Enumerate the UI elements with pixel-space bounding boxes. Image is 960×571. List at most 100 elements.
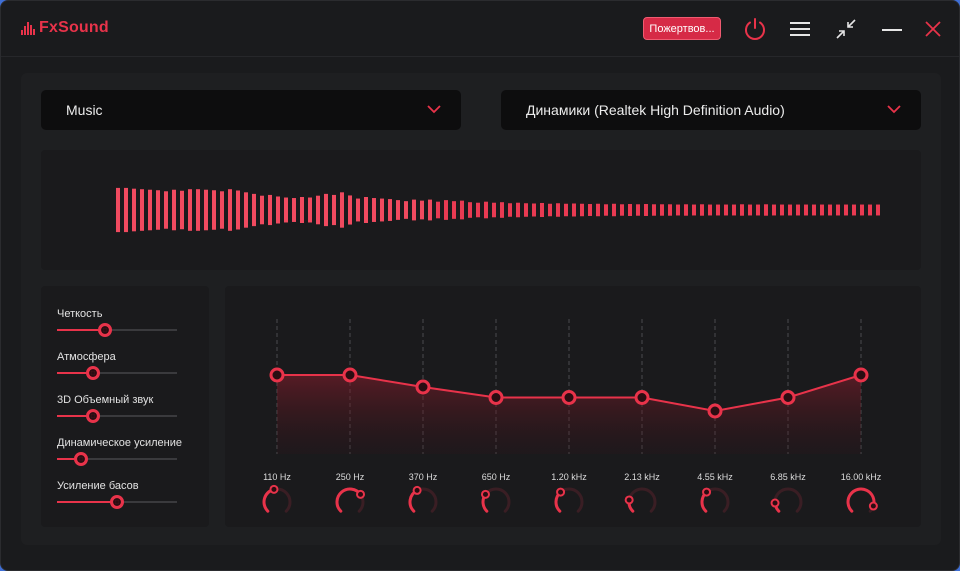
close-icon xyxy=(925,21,941,37)
spectrum-bar xyxy=(668,204,672,216)
spectrum-bar xyxy=(412,199,416,221)
effect-slider-track[interactable] xyxy=(57,366,177,380)
eq-band-handle[interactable] xyxy=(488,390,504,405)
donate-button[interactable]: Пожертвов... xyxy=(643,17,721,40)
effect-label: 3D Объемный звук xyxy=(57,394,154,406)
spectrum-visualizer xyxy=(41,150,921,270)
eq-band-handle[interactable] xyxy=(415,379,431,395)
spectrum-bar xyxy=(204,189,208,231)
spectrum-bar xyxy=(356,198,360,222)
spectrum-bar xyxy=(588,204,592,216)
spectrum-bar xyxy=(716,204,720,216)
minimize-view-icon xyxy=(836,19,856,39)
chevron-down-icon xyxy=(427,105,441,114)
effect-slider-fill xyxy=(57,415,93,417)
eq-frequency-label: 16.00 kHz xyxy=(840,472,882,482)
eq-knob[interactable] xyxy=(556,487,566,497)
effect-slider-handle[interactable] xyxy=(86,366,100,380)
eq-band-handle[interactable] xyxy=(269,367,285,383)
spectrum-bar xyxy=(532,203,536,217)
spectrum-bar xyxy=(212,190,216,230)
eq-frequency-label: 650 Hz xyxy=(481,472,511,482)
spectrum-bar xyxy=(228,189,232,231)
effect-slider-item: Четкость xyxy=(57,308,177,337)
eq-knob[interactable] xyxy=(702,487,712,497)
spectrum-bar xyxy=(340,192,344,228)
spectrum-bar xyxy=(572,203,576,217)
effect-slider-item: 3D Объемный звук xyxy=(57,394,177,423)
eq-band-handle[interactable] xyxy=(853,367,869,383)
spectrum-bar xyxy=(796,204,800,216)
effect-slider-handle[interactable] xyxy=(86,409,100,423)
spectrum-bar xyxy=(180,190,184,230)
effect-slider-track[interactable] xyxy=(57,323,177,337)
effect-slider-handle[interactable] xyxy=(98,323,112,337)
spectrum-bar xyxy=(380,198,384,222)
spectrum-bar xyxy=(428,199,432,221)
spectrum-bar xyxy=(460,200,464,220)
spectrum-bar xyxy=(308,197,312,223)
spectrum-bar xyxy=(132,188,136,232)
compact-view-button[interactable] xyxy=(832,15,860,43)
spectrum-bar xyxy=(252,193,256,227)
spectrum-bar xyxy=(708,204,712,216)
spectrum-bar xyxy=(348,195,352,225)
eq-knob[interactable] xyxy=(269,484,279,494)
spectrum-bar xyxy=(244,192,248,228)
effect-slider-item: Атмосфера xyxy=(57,351,177,380)
eq-band-handle[interactable] xyxy=(634,390,650,405)
effect-slider-track[interactable] xyxy=(57,452,177,466)
spectrum-bar xyxy=(684,204,688,216)
eq-knob[interactable] xyxy=(770,498,780,508)
spectrum-bar xyxy=(756,204,760,216)
spectrum-bar xyxy=(628,204,632,216)
eq-frequency-label: 4.55 kHz xyxy=(697,472,733,482)
spectrum-bar xyxy=(548,203,552,217)
spectrum-bar xyxy=(868,204,872,216)
effect-slider-handle[interactable] xyxy=(110,495,124,509)
equalizer-graph xyxy=(262,319,878,513)
minimize-icon xyxy=(882,29,902,31)
eq-knob[interactable] xyxy=(412,485,422,495)
eq-frequency-label: 370 Hz xyxy=(408,472,438,482)
spectrum-bar xyxy=(492,202,496,218)
eq-band-handle[interactable] xyxy=(561,390,577,405)
spectrum-bar xyxy=(476,202,480,218)
spectrum-bar xyxy=(188,189,192,231)
spectrum-bar xyxy=(644,204,648,216)
spectrum-bar xyxy=(772,204,776,216)
spectrum-bar xyxy=(292,198,296,222)
spectrum-bar xyxy=(580,203,584,217)
effect-slider-track[interactable] xyxy=(57,495,177,509)
menu-button[interactable] xyxy=(786,15,814,43)
spectrum-bar xyxy=(596,203,600,217)
close-button[interactable] xyxy=(919,15,947,43)
power-button[interactable] xyxy=(741,15,769,43)
eq-knob[interactable] xyxy=(480,489,490,499)
eq-knob[interactable] xyxy=(624,495,634,505)
minimize-button[interactable] xyxy=(878,15,906,43)
spectrum-bar xyxy=(236,190,240,230)
spectrum-bar xyxy=(732,204,736,216)
eq-knob[interactable] xyxy=(868,501,878,511)
chevron-down-icon xyxy=(887,105,901,114)
effect-slider-track[interactable] xyxy=(57,409,177,423)
spectrum-bar xyxy=(156,190,160,230)
spectrum-bar xyxy=(468,202,472,218)
spectrum-bar xyxy=(140,189,144,231)
eq-band-handle[interactable] xyxy=(342,367,358,383)
output-device-dropdown[interactable]: Динамики (Realtek High Definition Audio) xyxy=(501,90,921,130)
spectrum-bar xyxy=(604,204,608,216)
spectrum-bar xyxy=(700,204,704,216)
spectrum-bar xyxy=(876,204,880,216)
spectrum-bar xyxy=(860,204,864,216)
spectrum-bar xyxy=(420,200,424,220)
eq-knob[interactable] xyxy=(356,489,366,499)
effect-slider-handle[interactable] xyxy=(74,452,88,466)
eq-band-handle[interactable] xyxy=(707,403,723,419)
spectrum-bar xyxy=(828,204,832,216)
spectrum-bar xyxy=(500,202,504,218)
preset-dropdown[interactable]: Music xyxy=(41,90,461,130)
eq-band-handle[interactable] xyxy=(780,390,796,405)
